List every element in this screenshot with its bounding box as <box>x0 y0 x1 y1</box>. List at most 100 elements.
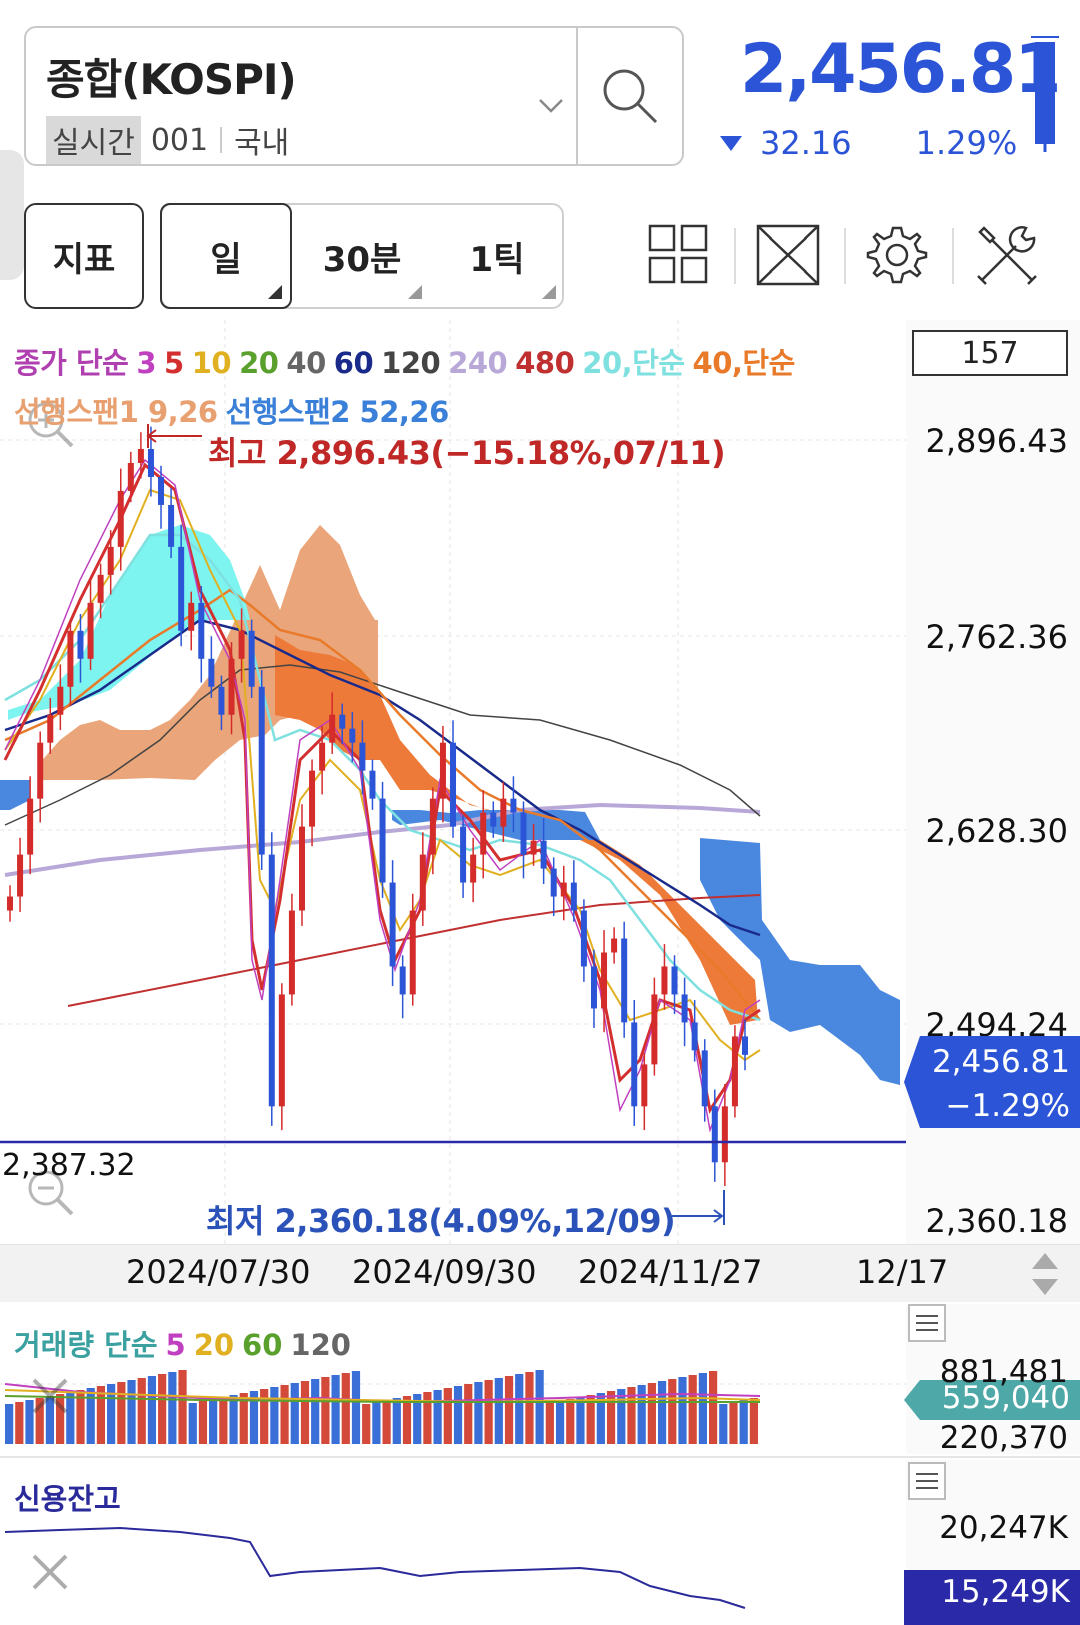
chevron-down-icon[interactable] <box>538 98 564 114</box>
legend-item: 종가 단순 <box>14 346 129 380</box>
candle-body <box>530 840 537 855</box>
legend-item: 5 <box>164 346 184 380</box>
candle-body <box>631 1022 638 1107</box>
credit-menu-icon[interactable] <box>908 1462 946 1500</box>
date-axis[interactable]: 2024/07/30 2024/09/30 2024/11/27 12/17 <box>0 1244 1080 1302</box>
volume-bar <box>270 1387 279 1444</box>
volume-bar <box>719 1404 728 1444</box>
candle-body <box>137 448 144 463</box>
candle-body <box>500 798 507 827</box>
candle-body <box>621 938 628 1023</box>
volume-bar <box>617 1389 626 1444</box>
candle-body <box>470 854 477 883</box>
candle-body <box>107 546 114 575</box>
credit-current-value: 15,249K <box>941 1574 1070 1610</box>
volume-bar <box>300 1381 310 1444</box>
candle-body <box>601 952 608 1009</box>
volume-bar <box>402 1396 412 1444</box>
candle-body <box>560 882 567 897</box>
volume-bar <box>127 1380 136 1444</box>
price-axis-label: 2,896.43 <box>925 422 1069 460</box>
divider <box>576 28 578 164</box>
price-change-pct: 1.29% <box>915 124 1018 162</box>
period-30min-button[interactable]: 30분 <box>294 205 430 307</box>
volume-bar <box>5 1404 14 1444</box>
volume-bar <box>586 1395 595 1444</box>
side-panel-handle[interactable] <box>0 150 24 280</box>
fullscreen-icon[interactable] <box>756 224 820 286</box>
volume-bars <box>5 1370 758 1444</box>
date-label: 2024/07/30 <box>126 1253 311 1291</box>
candle-body <box>399 966 406 995</box>
search-button[interactable] <box>578 28 682 164</box>
current-price-tag-text: 2,456.81 −1.29% <box>920 1040 1070 1128</box>
volume-axis-bottom: 220,370 <box>939 1420 1068 1456</box>
volume-bar <box>443 1388 452 1444</box>
volume-chart[interactable] <box>0 1304 1080 1454</box>
candle-body <box>268 854 275 1107</box>
tools-icon[interactable] <box>976 224 1038 286</box>
candle-body <box>349 728 356 743</box>
close-panel-icon[interactable] <box>32 1554 68 1590</box>
volume-bar <box>239 1393 248 1444</box>
current-price: 2,456.81 <box>740 30 1062 109</box>
volume-bar <box>433 1390 442 1444</box>
cloud-blue-area <box>700 838 900 1085</box>
volume-bar <box>647 1383 656 1444</box>
candle-body <box>490 812 497 827</box>
candle-body <box>37 742 44 799</box>
settings-gear-icon[interactable] <box>866 224 928 286</box>
indicator-button[interactable]: 지표 <box>24 203 144 309</box>
volume-bar <box>25 1400 34 1444</box>
period-label: 1틱 <box>469 239 525 280</box>
divider <box>844 228 846 284</box>
candle-body <box>208 658 215 687</box>
scroll-updown-icon[interactable] <box>1030 1251 1060 1297</box>
legend-item: 40,단순 <box>692 346 796 380</box>
volume-bar <box>178 1370 187 1444</box>
dropdown-corner-icon <box>408 285 422 299</box>
candle-body <box>218 686 225 715</box>
volume-bar <box>668 1379 677 1444</box>
volume-bar <box>464 1384 473 1444</box>
symbol-selector[interactable]: 종합(KOSPI) 실시간 001 국내 <box>24 26 684 166</box>
candle-body <box>429 798 436 855</box>
mini-candle-icon <box>1031 36 1059 152</box>
divider <box>952 228 954 284</box>
volume-menu-icon[interactable] <box>908 1304 946 1342</box>
volume-bar <box>566 1399 575 1444</box>
period-tick-button[interactable]: 1틱 <box>430 205 564 307</box>
candle-count-box[interactable]: 157 <box>912 330 1068 376</box>
volume-bar <box>209 1399 218 1444</box>
close-panel-icon[interactable] <box>32 1378 68 1414</box>
volume-bar <box>637 1385 646 1444</box>
volume-bar <box>280 1385 289 1444</box>
chart-background <box>0 320 1080 1244</box>
candle-body <box>17 854 24 897</box>
candle-body <box>379 798 386 883</box>
volume-bar <box>229 1395 238 1444</box>
volume-bar <box>188 1403 197 1444</box>
volume-bar <box>525 1372 534 1444</box>
candle-body <box>97 574 104 603</box>
volume-bar <box>729 1402 738 1444</box>
volume-bar <box>137 1378 146 1444</box>
volume-bar <box>158 1374 167 1444</box>
price-axis-label: 2,628.30 <box>925 812 1069 850</box>
volume-bar <box>453 1386 463 1444</box>
credit-title: 신용잔고 <box>14 1482 121 1516</box>
layout-grid-icon[interactable] <box>648 224 708 284</box>
legend-item: 480 <box>515 346 575 380</box>
candle-body <box>460 826 467 883</box>
zoom-out-icon[interactable] <box>28 1170 74 1216</box>
zoom-in-icon[interactable] <box>28 402 74 448</box>
high-annotation: 최고 2,896.43(−15.18%,07/11) <box>208 434 726 472</box>
period-day-button[interactable]: 일 <box>160 203 292 309</box>
volume-bar <box>749 1398 758 1444</box>
period-selector: 일 30분 1틱 <box>160 203 564 309</box>
current-price-change: −1.29% <box>945 1088 1070 1124</box>
credit-axis-top: 20,247K <box>939 1510 1068 1546</box>
candle-body <box>329 714 336 743</box>
current-price-tag <box>904 1036 1080 1128</box>
symbol-name: 종합(KOSPI) <box>46 55 297 104</box>
